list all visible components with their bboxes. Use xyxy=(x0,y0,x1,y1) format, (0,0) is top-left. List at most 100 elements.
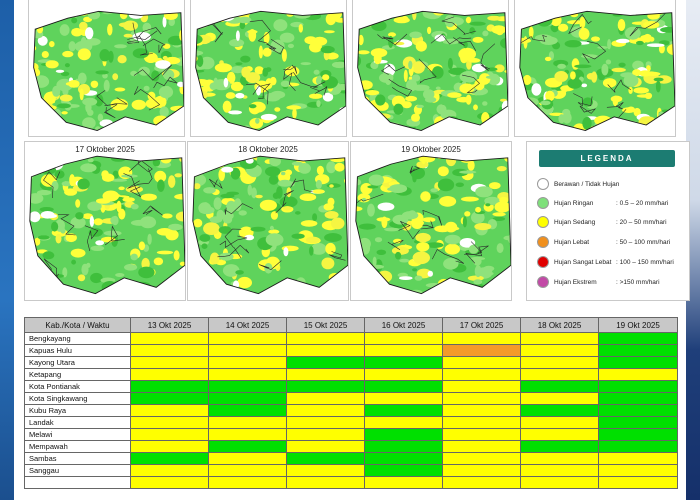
forecast-cell-ringan xyxy=(598,344,678,357)
forecast-table-body: Bengkayang Kapuas Hulu Kayong Utara Ketapan… xyxy=(24,332,678,489)
forecast-cell-ringan xyxy=(598,428,678,441)
forecast-cell-ringan xyxy=(364,356,443,369)
table-row: Ketapang xyxy=(24,368,678,381)
forecast-cell-ringan xyxy=(598,392,678,405)
date-header: 19 Okt 2025 xyxy=(598,317,678,333)
date-header: 15 Okt 2025 xyxy=(286,317,365,333)
forecast-cell-ringan xyxy=(208,440,287,453)
table-row: Kayong Utara xyxy=(24,356,678,369)
forecast-cell-sedang xyxy=(520,368,599,381)
map-panel-19-okt: 19 Oktober 2025 xyxy=(350,141,512,301)
legend-range: : >150 mm/hari xyxy=(616,278,660,286)
forecast-cell-sedang xyxy=(364,332,443,345)
map-date-label: 18 Oktober 2025 xyxy=(238,145,298,154)
forecast-sheet: 17 Oktober 2025 18 Oktober 2025 19 Oktob… xyxy=(14,0,690,500)
forecast-cell-sedang xyxy=(208,368,287,381)
map-panel-17-okt: 17 Oktober 2025 xyxy=(24,141,186,301)
map-panel-top-4 xyxy=(514,0,676,137)
forecast-cell-ringan xyxy=(208,392,287,405)
table-row: Kapuas Hulu xyxy=(24,344,678,357)
table-row: Kota Singkawang xyxy=(24,392,678,405)
regency-name: Melawi xyxy=(24,428,131,441)
forecast-cell-ringan xyxy=(520,380,599,393)
forecast-cell-ringan xyxy=(598,440,678,453)
rain-map xyxy=(192,155,348,295)
forecast-cell-sedang xyxy=(598,464,678,477)
forecast-cell-sedang xyxy=(286,344,365,357)
forecast-cell-sedang xyxy=(286,416,365,429)
forecast-cell-ringan xyxy=(130,452,209,465)
forecast-cell-sedang xyxy=(442,332,521,345)
forecast-cell-sedang xyxy=(208,464,287,477)
forecast-cell-sedang xyxy=(286,464,365,477)
forecast-table-wrapper: Kab./Kota / Waktu 13 Okt 2025 14 Okt 202… xyxy=(24,317,678,489)
forecast-cell-sedang xyxy=(442,416,521,429)
forecast-cell-sedang xyxy=(364,476,443,489)
forecast-cell-ringan xyxy=(208,404,287,417)
legend-label: Hujan Sangat Lebat xyxy=(554,258,612,266)
forecast-cell-ringan xyxy=(286,356,365,369)
corner-header: Kab./Kota / Waktu xyxy=(24,317,131,333)
forecast-cell-sedang xyxy=(442,464,521,477)
forecast-cell-sedang xyxy=(208,428,287,441)
forecast-cell-sedang xyxy=(286,428,365,441)
forecast-cell-sedang xyxy=(364,392,443,405)
forecast-cell-sedang xyxy=(208,332,287,345)
legend-item-ringan: Hujan Ringan : 0.5 – 20 mm/hari xyxy=(537,196,668,210)
forecast-cell-sedang xyxy=(130,428,209,441)
legend-item-ekstrem: Hujan Ekstrem : >150 mm/hari xyxy=(537,275,660,289)
map-panel-top-3 xyxy=(352,0,509,137)
forecast-cell-sedang xyxy=(208,344,287,357)
regency-name: Bengkayang xyxy=(24,332,131,345)
regency-name: Sambas xyxy=(24,452,131,465)
legend-item-sedang: Hujan Sedang : 20 – 50 mm/hari xyxy=(537,215,667,229)
forecast-cell-sedang xyxy=(130,440,209,453)
forecast-cell-sedang xyxy=(520,392,599,405)
forecast-cell-sedang xyxy=(442,428,521,441)
forecast-cell-ringan xyxy=(130,392,209,405)
date-header: 18 Okt 2025 xyxy=(520,317,599,333)
forecast-cell-sedang xyxy=(442,356,521,369)
forecast-cell-sedang xyxy=(598,368,678,381)
forecast-cell-sedang xyxy=(520,464,599,477)
forecast-cell-sedang xyxy=(520,452,599,465)
forecast-cell-sedang xyxy=(130,344,209,357)
legend-swatch xyxy=(537,256,549,268)
forecast-cell-ringan xyxy=(598,416,678,429)
regency-name: Mempawah xyxy=(24,440,131,453)
legend-item-berawan: Berawan / Tidak Hujan xyxy=(537,177,619,191)
table-row xyxy=(24,476,678,489)
map-date-label: 19 Oktober 2025 xyxy=(401,145,461,154)
forecast-cell-sedang xyxy=(286,440,365,453)
regency-name xyxy=(24,476,131,489)
legend-range: : 50 – 100 mm/hari xyxy=(616,238,671,246)
regency-name: Landak xyxy=(24,416,131,429)
forecast-cell-sedang xyxy=(130,464,209,477)
forecast-cell-sedang xyxy=(520,476,599,489)
forecast-cell-sedang xyxy=(364,416,443,429)
forecast-cell-sedang xyxy=(520,428,599,441)
forecast-cell-sedang xyxy=(520,332,599,345)
forecast-cell-sedang xyxy=(286,332,365,345)
forecast-cell-ringan xyxy=(364,452,443,465)
table-row: Mempawah xyxy=(24,440,678,453)
forecast-cell-ringan xyxy=(130,380,209,393)
rain-map xyxy=(357,10,508,131)
forecast-cell-ringan xyxy=(598,404,678,417)
forecast-cell-sedang xyxy=(130,404,209,417)
forecast-cell-sedang xyxy=(286,404,365,417)
legend-item-lebat: Hujan Lebat : 50 – 100 mm/hari xyxy=(537,235,670,249)
forecast-cell-sedang xyxy=(130,332,209,345)
map-panel-18-okt: 18 Oktober 2025 xyxy=(187,141,349,301)
legend-label: Hujan Ekstrem xyxy=(554,278,597,286)
forecast-cell-sedang xyxy=(208,476,287,489)
legend-swatch xyxy=(537,197,549,209)
forecast-cell-ringan xyxy=(208,380,287,393)
legend-label: Berawan / Tidak Hujan xyxy=(554,180,620,188)
forecast-cell-ringan xyxy=(364,380,443,393)
date-header: 16 Okt 2025 xyxy=(364,317,443,333)
forecast-cell-sedang xyxy=(208,356,287,369)
legend-swatch xyxy=(537,276,549,288)
date-header: 13 Okt 2025 xyxy=(130,317,209,333)
legend-swatch xyxy=(537,216,549,228)
